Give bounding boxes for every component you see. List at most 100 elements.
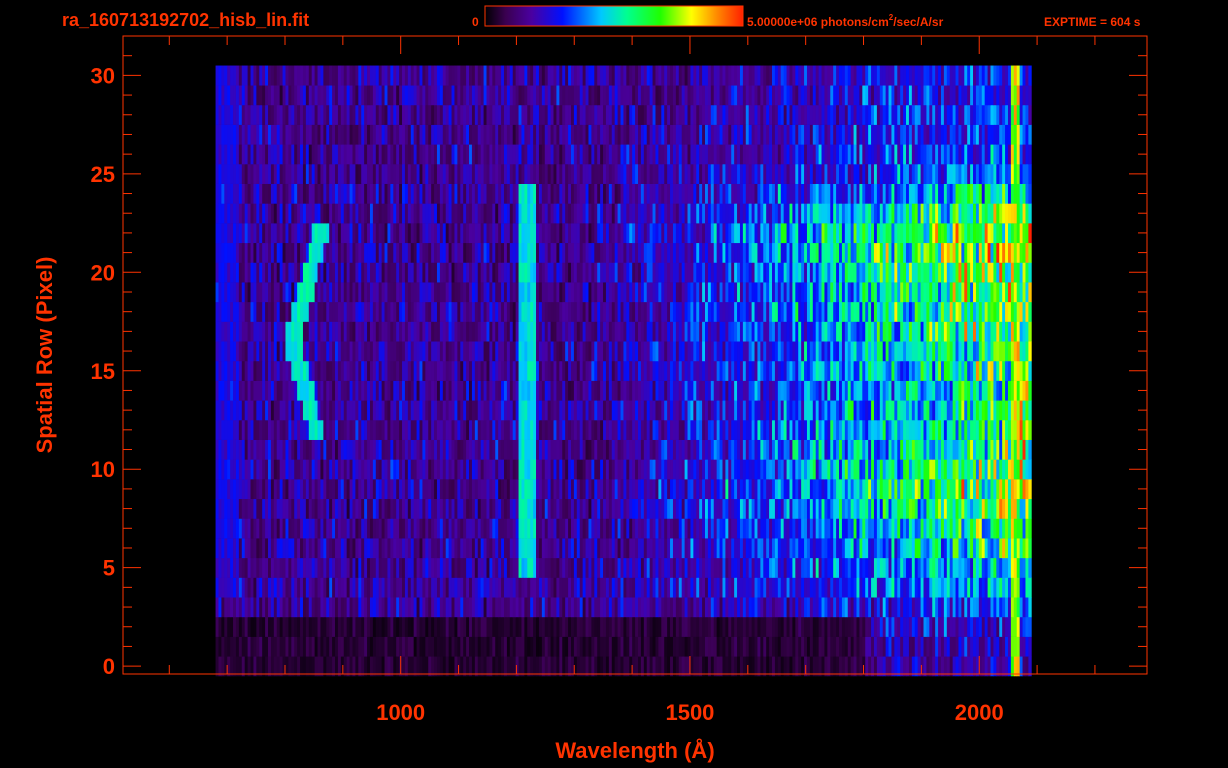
heatmap-cell: [818, 419, 822, 440]
heatmap-cell: [483, 518, 487, 539]
heatmap-cell: [573, 400, 578, 421]
heatmap-cell: [853, 439, 857, 460]
heatmap-cell: [929, 400, 933, 421]
heatmap-cell: [879, 538, 884, 559]
heatmap-cell: [518, 459, 522, 480]
heatmap-cell: [661, 439, 665, 460]
heatmap-cell: [291, 577, 295, 598]
heatmap-cell: [681, 577, 686, 598]
heatmap-cell: [670, 439, 674, 460]
heatmap-cell: [836, 656, 840, 677]
heatmap-cell: [938, 557, 942, 578]
heatmap-cell: [256, 341, 260, 362]
heatmap-cell: [777, 400, 782, 421]
heatmap-cell: [349, 479, 353, 500]
heatmap-cell: [597, 538, 601, 559]
heatmap-cell: [326, 400, 330, 421]
heatmap-cell: [617, 656, 621, 677]
heatmap-cell: [355, 380, 359, 401]
heatmap-cell: [265, 341, 269, 362]
heatmap-cell: [856, 459, 860, 480]
heatmap-cell: [946, 636, 951, 657]
heatmap-cell: [772, 577, 776, 598]
heatmap-cell: [340, 360, 345, 381]
heatmap-cell: [804, 419, 808, 440]
heatmap-cell: [480, 636, 484, 657]
heatmap-cell: [728, 557, 732, 578]
heatmap-cell: [906, 439, 910, 460]
heatmap-cell: [661, 360, 665, 381]
heatmap-cell: [538, 518, 543, 539]
heatmap-cell: [809, 518, 814, 539]
heatmap-cell: [224, 459, 228, 480]
heatmap-cell: [483, 498, 487, 519]
heatmap-cell: [241, 380, 246, 401]
heatmap-cell: [416, 636, 420, 657]
heatmap-cell: [436, 538, 441, 559]
heatmap-cell: [617, 341, 621, 362]
heatmap-cell: [844, 636, 849, 657]
heatmap-cell: [873, 557, 878, 578]
heatmap-cell: [876, 341, 881, 362]
heatmap-cell: [241, 360, 246, 381]
heatmap-cell: [565, 597, 569, 618]
heatmap-cell: [987, 380, 991, 401]
heatmap-cell: [250, 341, 254, 362]
heatmap-cell: [253, 538, 257, 559]
heatmap-cell: [302, 498, 307, 519]
heatmap-cell: [448, 479, 452, 500]
heatmap-cell: [533, 380, 537, 401]
heatmap-cell: [938, 656, 942, 677]
heatmap-cell: [751, 636, 755, 657]
heatmap-cell: [876, 439, 881, 460]
heatmap-cell: [533, 400, 537, 421]
heatmap-cell: [384, 360, 388, 381]
heatmap-cell: [897, 577, 901, 598]
heatmap-cell: [978, 518, 983, 539]
heatmap-cell: [917, 538, 921, 559]
heatmap-cell: [410, 360, 415, 381]
heatmap-cell: [958, 557, 962, 578]
heatmap-cell: [305, 597, 310, 618]
heatmap-cell: [821, 321, 825, 342]
heatmap-cell: [346, 360, 350, 381]
heatmap-cell: [253, 360, 257, 381]
heatmap-cell: [460, 597, 464, 618]
heatmap-cell: [527, 557, 531, 578]
heatmap-cell: [929, 479, 933, 500]
heatmap-cell: [436, 616, 441, 637]
heatmap-cell: [850, 400, 854, 421]
heatmap-cell: [643, 498, 648, 519]
heatmap-cell: [917, 498, 921, 519]
heatmap-cell: [664, 656, 668, 677]
heatmap-cell: [705, 360, 709, 381]
heatmap-cell: [474, 498, 479, 519]
heatmap-cell: [413, 400, 417, 421]
heatmap-cell: [827, 459, 831, 480]
heatmap-cell: [917, 636, 921, 657]
heatmap-cell: [384, 518, 388, 539]
heatmap-cell: [946, 616, 951, 637]
heatmap-cell: [684, 656, 688, 677]
heatmap-cell: [262, 557, 266, 578]
colorbar-max-label: 5.00000e+06 photons/cm: [747, 15, 889, 29]
heatmap-cell: [728, 518, 732, 539]
heatmap-cell: [509, 380, 514, 401]
heatmap-cell: [413, 656, 417, 677]
heatmap-cell: [352, 479, 356, 500]
heatmap-cell: [393, 616, 397, 637]
heatmap-cell: [914, 518, 919, 539]
heatmap-cell: [512, 656, 517, 677]
heatmap-cell: [582, 616, 586, 637]
heatmap-cell: [305, 656, 310, 677]
heatmap-cell: [640, 656, 645, 677]
heatmap-cell: [830, 498, 834, 519]
heatmap-cell: [352, 616, 356, 637]
heatmap-cell: [821, 400, 825, 421]
heatmap-cell: [664, 459, 668, 480]
heatmap-cell: [480, 597, 484, 618]
heatmap-cell: [431, 321, 435, 342]
heatmap-cell: [501, 616, 505, 637]
heatmap-cell: [786, 538, 790, 559]
heatmap-cell: [562, 597, 566, 618]
